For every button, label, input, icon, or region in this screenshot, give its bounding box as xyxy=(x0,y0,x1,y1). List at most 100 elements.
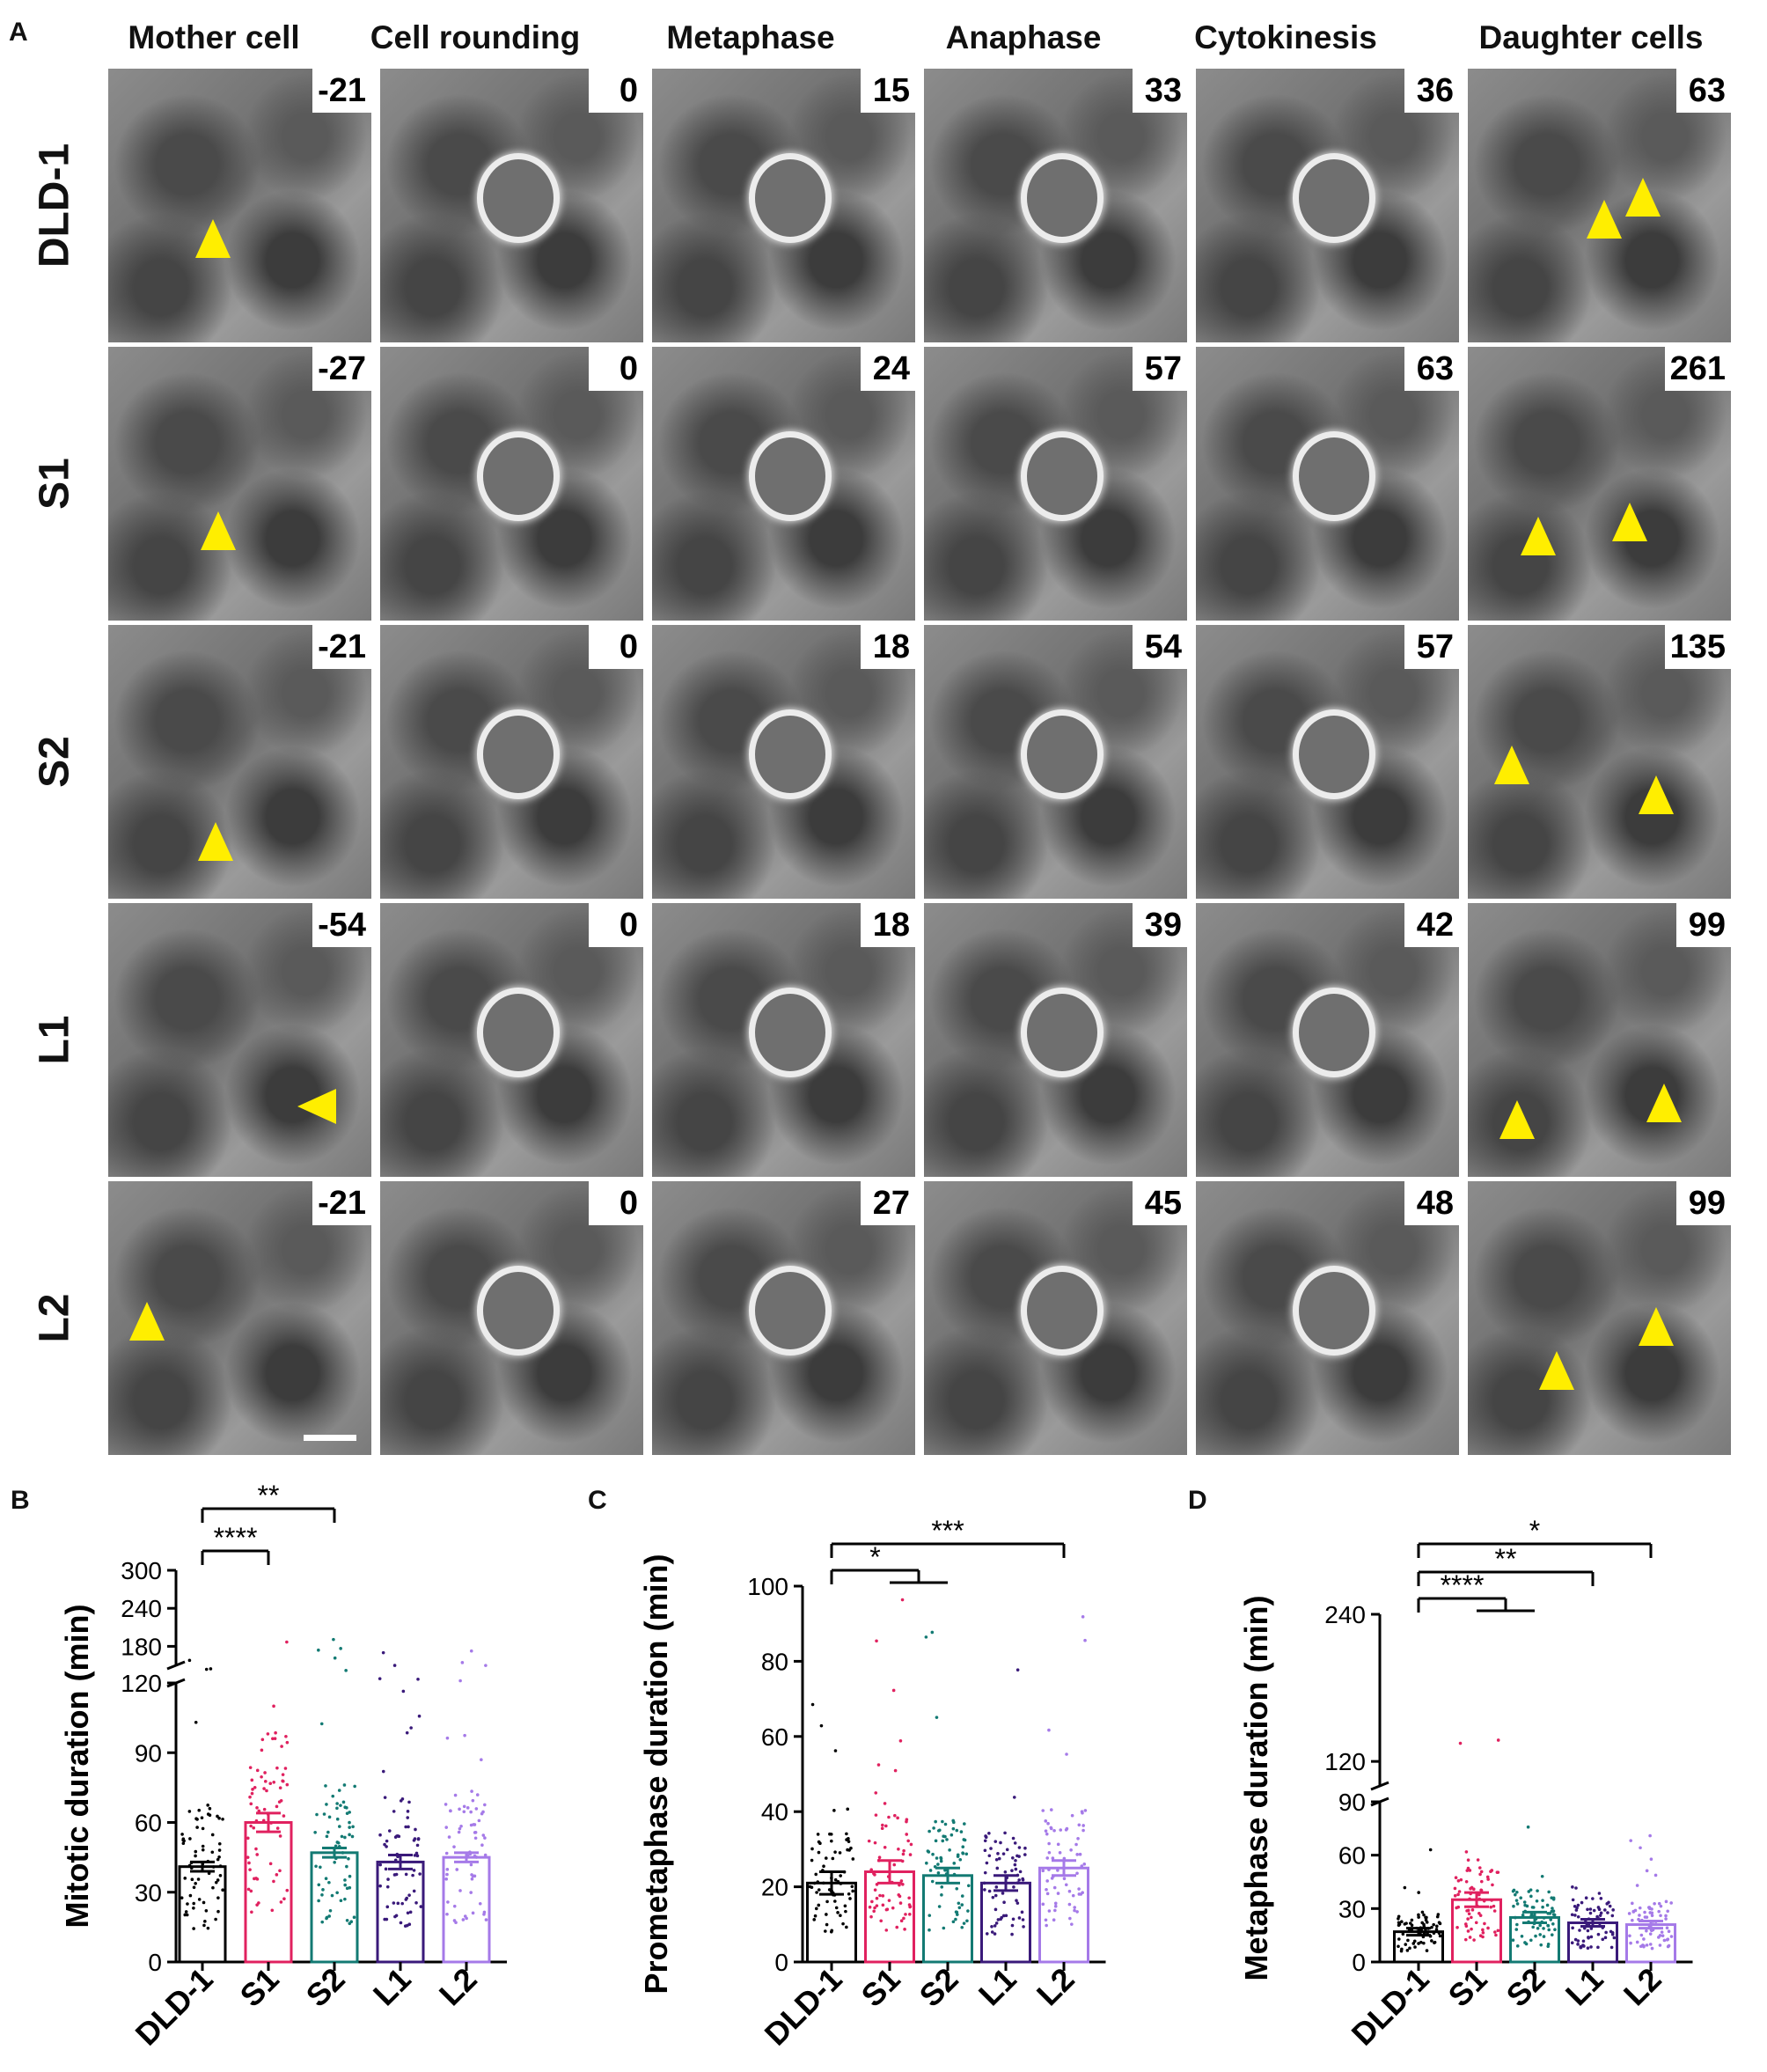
data-point xyxy=(384,1867,388,1871)
data-point xyxy=(383,1796,387,1799)
data-point xyxy=(339,1899,343,1903)
data-point xyxy=(900,1598,905,1602)
y-tick-label: 100 xyxy=(747,1573,788,1600)
data-point xyxy=(407,1800,411,1804)
data-point xyxy=(930,1879,935,1884)
data-point xyxy=(463,1733,466,1738)
data-point xyxy=(337,1789,341,1792)
data-point xyxy=(444,1851,449,1855)
data-point xyxy=(268,1862,273,1866)
data-point xyxy=(218,1873,223,1877)
data-point xyxy=(1417,1891,1420,1894)
data-point xyxy=(253,1785,257,1789)
y-tick-label: 240 xyxy=(121,1595,162,1622)
data-point xyxy=(313,1830,317,1834)
data-point xyxy=(1494,1933,1498,1937)
data-point xyxy=(1406,1938,1410,1943)
panel-letter-c: C xyxy=(588,1486,607,1515)
data-point xyxy=(993,1907,998,1912)
data-point xyxy=(1017,1916,1022,1920)
data-point xyxy=(1438,1921,1442,1926)
timestamp-label: 33 xyxy=(1133,69,1187,113)
data-point xyxy=(271,1737,275,1741)
data-point xyxy=(1496,1738,1500,1742)
data-point xyxy=(898,1901,903,1905)
data-point xyxy=(902,1916,905,1921)
data-point xyxy=(1493,1930,1497,1934)
micrograph-frame: 33 xyxy=(924,69,1187,342)
data-point xyxy=(1047,1850,1052,1855)
data-point xyxy=(1491,1883,1494,1887)
data-point xyxy=(345,1864,348,1869)
data-point xyxy=(1005,1848,1009,1852)
data-point xyxy=(898,1738,903,1743)
data-point xyxy=(319,1722,324,1726)
data-point xyxy=(275,1766,279,1770)
data-point xyxy=(945,1838,949,1841)
data-point xyxy=(1045,1887,1048,1892)
data-point xyxy=(1411,1942,1416,1945)
micrograph-frame: 261 xyxy=(1468,347,1731,621)
data-point xyxy=(393,1835,398,1839)
data-point xyxy=(214,1917,217,1921)
data-point xyxy=(401,1689,406,1694)
yellow-arrowhead-icon xyxy=(1520,516,1556,555)
data-point xyxy=(1045,1856,1050,1860)
data-point xyxy=(457,1830,461,1834)
data-point xyxy=(1649,1857,1653,1861)
bar xyxy=(1451,1898,1502,1964)
data-point xyxy=(1397,1944,1400,1949)
data-point xyxy=(200,1816,204,1819)
data-point xyxy=(1588,1907,1593,1911)
data-point xyxy=(1064,1883,1068,1887)
data-point xyxy=(1542,1935,1546,1938)
data-point xyxy=(1546,1942,1551,1946)
data-point xyxy=(957,1906,962,1910)
data-point xyxy=(1536,1926,1540,1930)
data-point xyxy=(951,1819,956,1823)
significance-label: * xyxy=(869,1541,880,1573)
data-point xyxy=(333,1860,336,1864)
data-point xyxy=(1428,1848,1433,1852)
data-point xyxy=(983,1848,987,1853)
data-point xyxy=(870,1899,874,1904)
data-point xyxy=(880,1826,884,1831)
data-point xyxy=(845,1838,848,1841)
data-point xyxy=(1410,1918,1414,1922)
data-point xyxy=(332,1637,335,1642)
bar xyxy=(922,1874,973,1964)
data-point xyxy=(403,1924,407,1928)
data-point xyxy=(907,1903,912,1907)
data-point xyxy=(1486,1877,1490,1881)
data-point xyxy=(817,1850,821,1855)
data-point xyxy=(473,1836,478,1841)
bar xyxy=(310,1851,359,1964)
data-point xyxy=(1053,1908,1057,1913)
data-point xyxy=(825,1913,828,1916)
data-point xyxy=(1070,1813,1074,1818)
significance-label: *** xyxy=(931,1515,964,1547)
data-point xyxy=(994,1858,999,1862)
data-point xyxy=(951,1920,956,1924)
data-point xyxy=(1465,1909,1469,1913)
data-point xyxy=(262,1787,266,1790)
data-point xyxy=(1435,1924,1439,1929)
data-point xyxy=(413,1854,417,1857)
data-point xyxy=(1599,1911,1603,1915)
data-point xyxy=(876,1763,881,1767)
data-point xyxy=(959,1830,964,1833)
x-tick-label: L1 xyxy=(366,1961,418,2013)
significance-label: **** xyxy=(1441,1569,1485,1601)
data-point xyxy=(1014,1858,1017,1863)
timestamp-label: -21 xyxy=(312,69,371,113)
data-point xyxy=(192,1906,195,1910)
data-point xyxy=(1397,1937,1401,1941)
data-point xyxy=(1658,1943,1662,1947)
data-point xyxy=(1413,1945,1417,1949)
data-point xyxy=(830,1839,833,1843)
data-point xyxy=(1454,1876,1458,1879)
scale-bar xyxy=(304,1435,356,1441)
data-point xyxy=(1629,1839,1633,1842)
data-point xyxy=(473,1831,477,1834)
data-point xyxy=(345,1918,349,1922)
